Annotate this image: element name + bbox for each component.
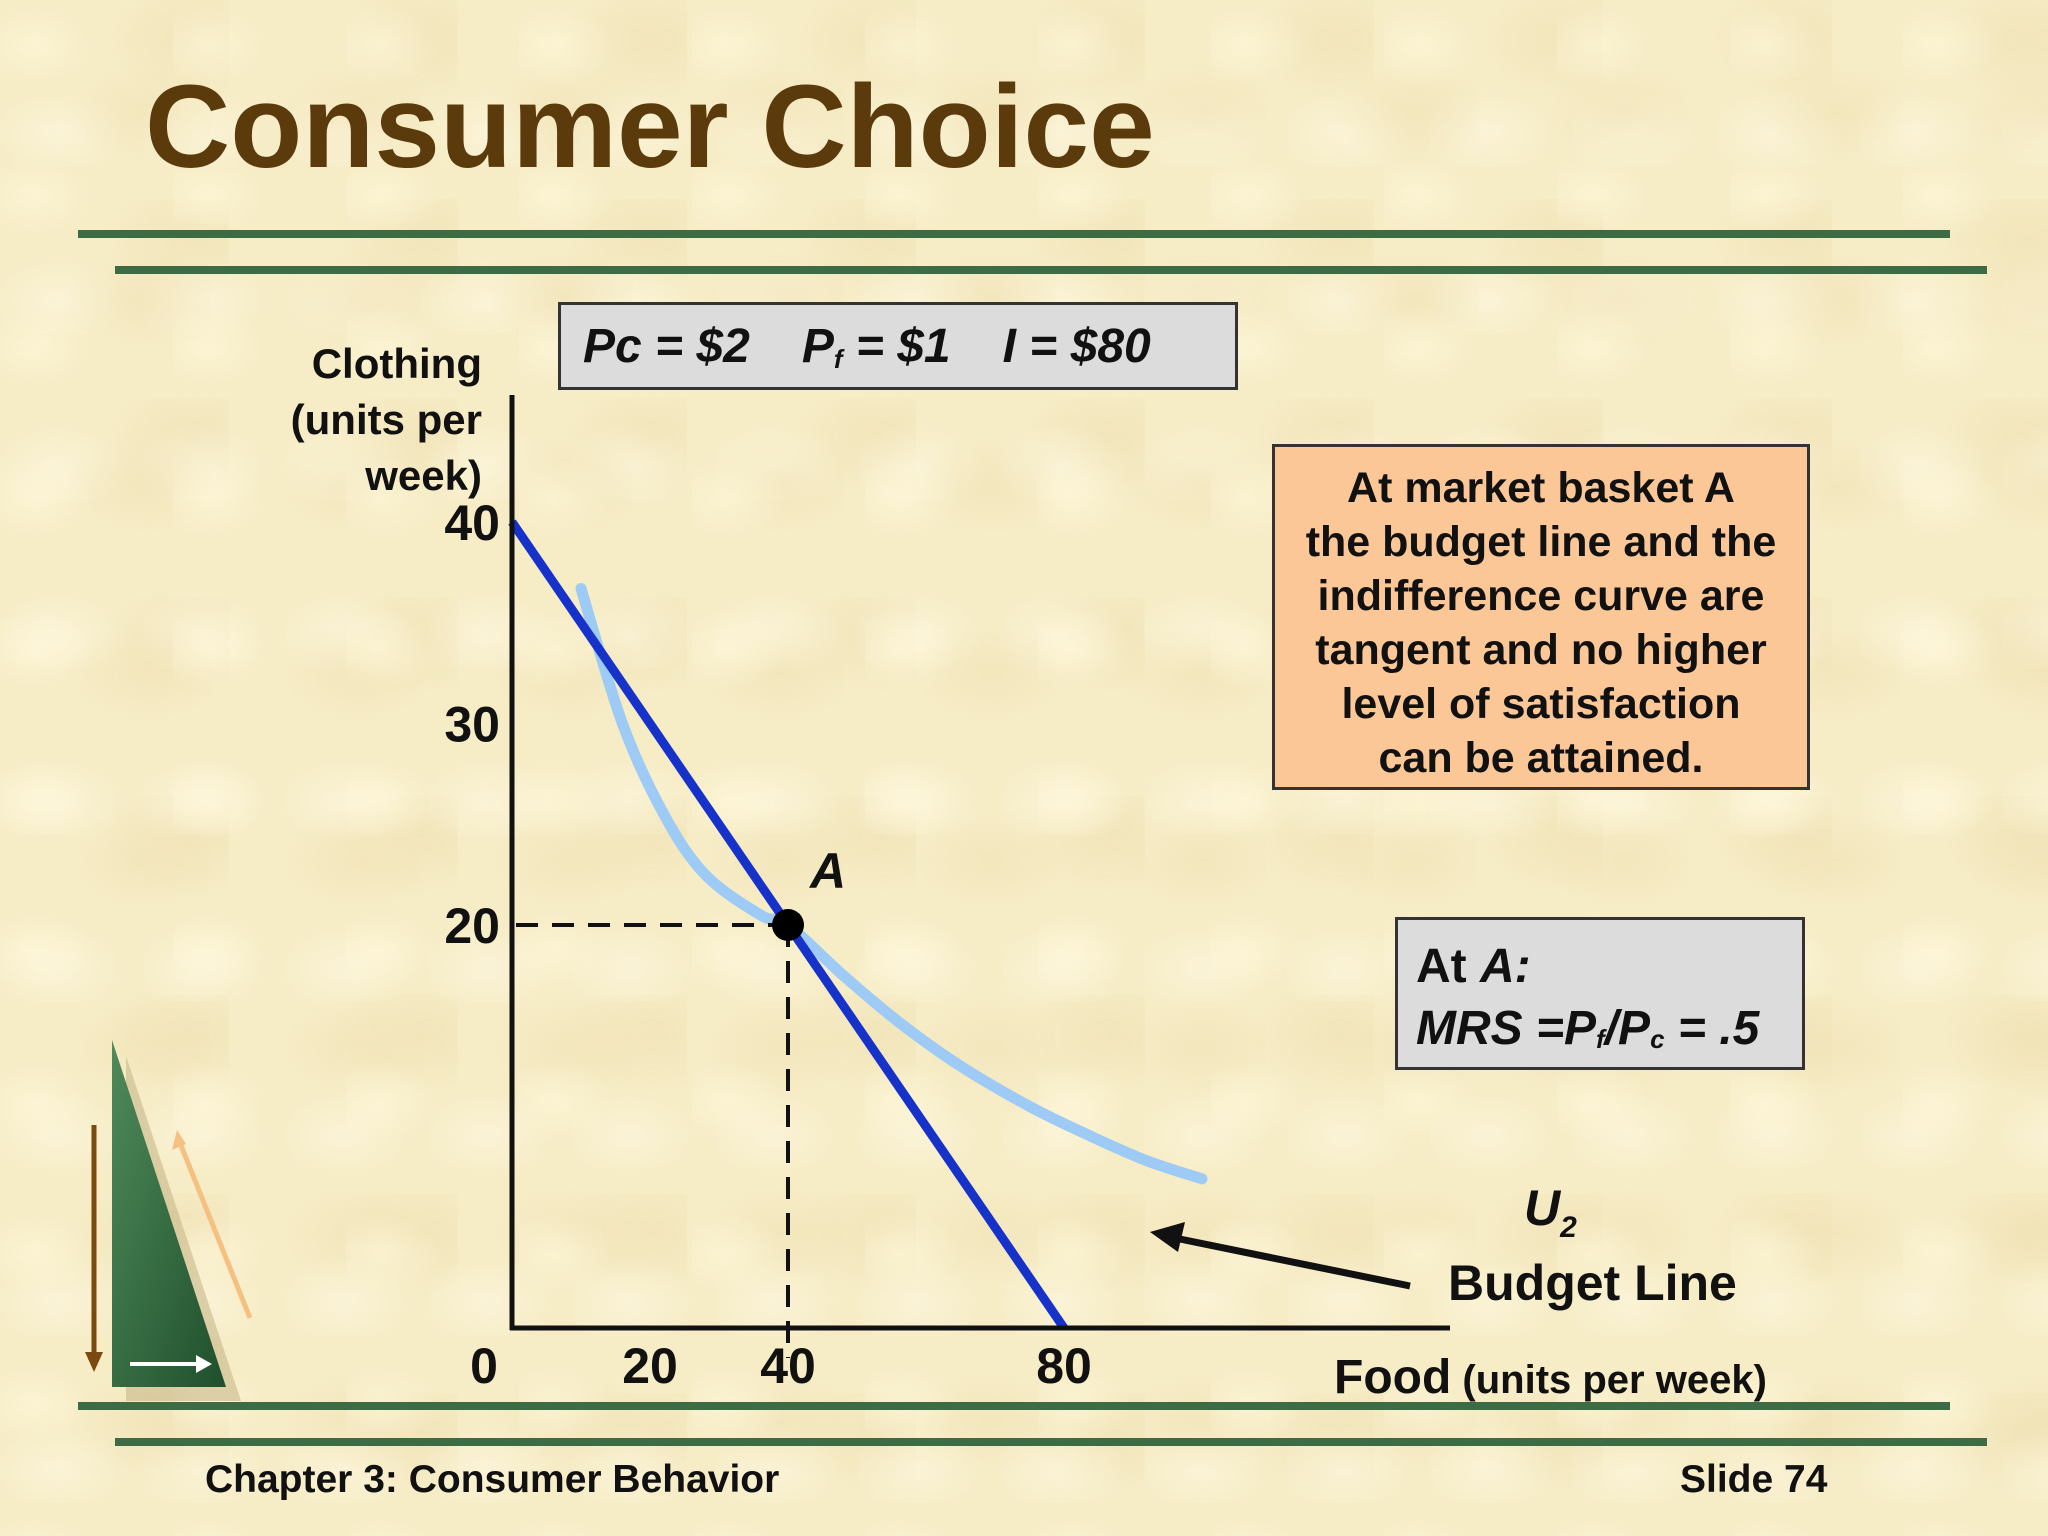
price-box: Pc = $2 Pf = $1 I = $80	[558, 302, 1238, 390]
bottom-rule-1	[78, 1402, 1950, 1410]
indifference-curve-u2	[575, 582, 1208, 1185]
budget-line-annotation	[1150, 1222, 1411, 1290]
top-rule-2	[115, 266, 1987, 274]
price-clothing: Pc = $2	[583, 319, 750, 373]
y-tick-label: 30	[444, 697, 500, 753]
slide-title: Consumer Choice	[145, 61, 1155, 193]
footer-chapter: Chapter 3: Consumer Behavior	[205, 1458, 780, 1501]
x-tick-label: 40	[760, 1338, 816, 1394]
y-axis-label: Clothing (units per week)	[290, 340, 482, 499]
income: I = $80	[1002, 319, 1151, 373]
price-food: Pf = $1	[801, 319, 951, 374]
tangency-note: At market basket A the budget line and t…	[1272, 444, 1810, 790]
u2-label: U2	[1524, 1180, 1577, 1244]
plot-area: A 20 40 80 20 30 40 0 Food (units per week) U2 Bud…	[444, 395, 1767, 1404]
mrs-box: At A: MRS =Pf/Pc = .5	[1395, 917, 1805, 1070]
x-tick-label: 20	[622, 1338, 678, 1394]
mrs-heading: At A:	[1416, 940, 1531, 993]
x-axis-label: Food (units per week)	[1334, 1351, 1767, 1404]
top-rule-1	[78, 230, 1950, 238]
logo-triangle-icon	[85, 1040, 253, 1401]
origin-label: 0	[470, 1338, 498, 1394]
budget-line-label: Budget Line	[1448, 1255, 1737, 1311]
y-tick-label: 40	[444, 495, 500, 551]
y-tick-label: 20	[444, 898, 500, 954]
point-a-label: A	[808, 843, 846, 899]
x-tick-label: 80	[1036, 1338, 1092, 1394]
bottom-rule-2	[115, 1438, 1987, 1446]
point-a-marker	[772, 909, 804, 941]
mrs-equation: MRS =Pf/Pc = .5	[1416, 1002, 1760, 1055]
footer-slide-number: Slide 74	[1680, 1458, 1828, 1501]
